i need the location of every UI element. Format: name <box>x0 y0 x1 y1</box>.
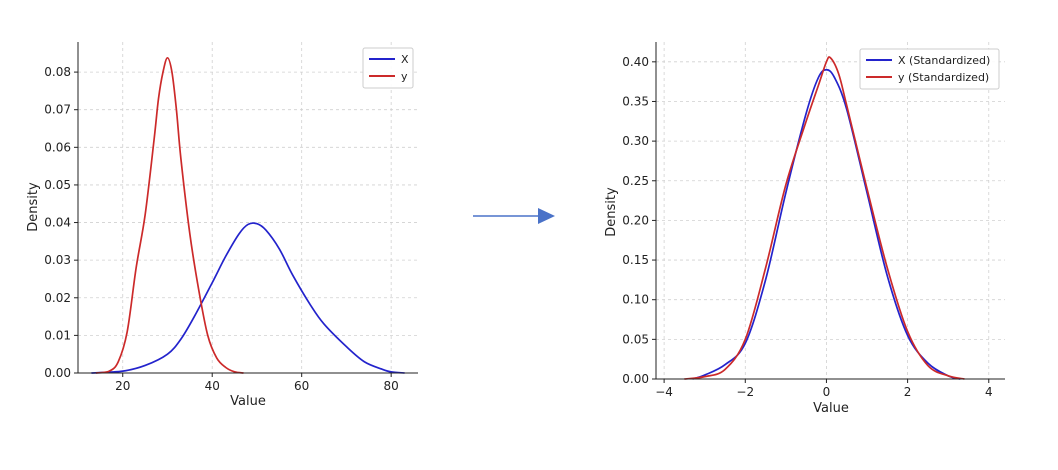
ticks-right: −4 −2 0 2 4 0.00 0.05 0.10 0.15 0.20 0.25 0.30 0.35 0… <box>622 55 992 399</box>
chart-right: −4 −2 0 2 4 0.00 0.05 0.10 0.15 0.20 0.25 0.30 0.35 0… <box>604 42 1005 416</box>
ticks-left: 20 40 60 80 0.00 0.01 0.02 0.03 0.04 0.05 0.06 0.07… <box>44 65 399 393</box>
y-tick-label-right-3: 0.15 <box>622 253 649 267</box>
y-tick-label-right-1: 0.05 <box>622 332 649 346</box>
x-tick-label-left-2: 60 <box>294 379 309 393</box>
y-tick-label-right-4: 0.20 <box>622 213 649 227</box>
series-line-y-standardized-right <box>684 56 965 380</box>
x-tick-label-right-3: 2 <box>904 385 912 399</box>
y-tick-label-left-1: 0.01 <box>44 328 71 342</box>
chart-left: 20 40 60 80 0.00 0.01 0.02 0.03 0.04 0.05 0.06 0.07… <box>26 42 418 409</box>
x-axis-label-right: Value <box>813 401 849 416</box>
legend-box-right <box>859 48 1000 90</box>
legend-label-x-left: X <box>401 53 409 66</box>
legend-label-x-standardized-right: X (Standardized) <box>898 54 990 67</box>
y-tick-label-right-6: 0.30 <box>622 134 649 148</box>
y-axis-label-left: Density <box>26 182 41 232</box>
y-tick-label-left-3: 0.03 <box>44 253 71 267</box>
legend-right: X (Standardized) y (Standardized) <box>859 48 1000 90</box>
x-axis-label-left: Value <box>230 394 266 409</box>
series-line-x-standardized-right <box>692 68 961 380</box>
y-tick-label-right-0: 0.00 <box>622 372 649 386</box>
x-tick-label-left-1: 40 <box>205 379 220 393</box>
y-tick-label-left-8: 0.08 <box>44 65 71 79</box>
legend-left: Xy <box>362 47 414 89</box>
series-line-x-left <box>91 222 405 374</box>
x-tick-label-left-3: 80 <box>384 379 399 393</box>
x-tick-label-right-0: −4 <box>655 385 673 399</box>
series-left <box>91 56 405 374</box>
y-tick-label-left-2: 0.02 <box>44 291 71 305</box>
y-tick-label-left-0: 0.00 <box>44 366 71 380</box>
y-tick-label-left-4: 0.04 <box>44 216 71 230</box>
y-tick-label-left-6: 0.06 <box>44 140 71 154</box>
x-tick-label-right-1: −2 <box>736 385 754 399</box>
series-line-y-left <box>95 56 244 374</box>
x-tick-label-left-0: 20 <box>115 379 130 393</box>
y-tick-label-left-5: 0.05 <box>44 178 71 192</box>
y-tick-label-left-7: 0.07 <box>44 103 71 117</box>
y-axis-label-right: Density <box>604 187 619 237</box>
x-tick-label-right-4: 4 <box>985 385 993 399</box>
legend-label-y-left: y <box>401 70 408 83</box>
y-tick-label-right-2: 0.10 <box>622 293 649 307</box>
grid-right <box>656 42 1005 380</box>
legend-label-y-standardized-right: y (Standardized) <box>898 71 989 84</box>
y-tick-label-right-8: 0.40 <box>622 55 649 69</box>
y-tick-label-right-5: 0.25 <box>622 174 649 188</box>
x-tick-label-right-2: 0 <box>823 385 831 399</box>
series-right <box>684 56 965 380</box>
y-tick-label-right-7: 0.35 <box>622 94 649 108</box>
arrow-head <box>538 208 555 224</box>
right-arrow-icon <box>473 208 555 224</box>
